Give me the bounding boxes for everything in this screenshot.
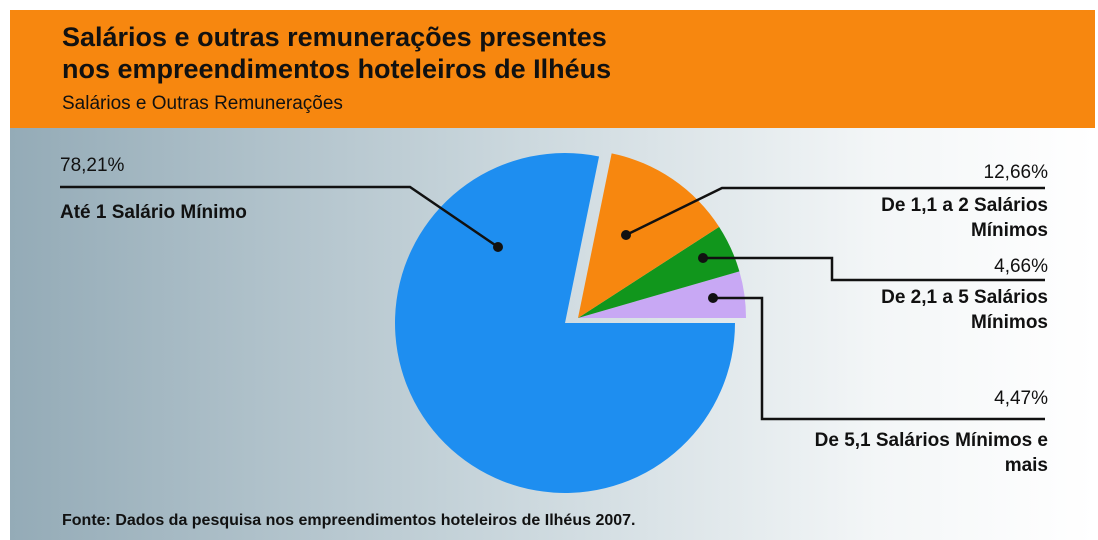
leader-line	[703, 256, 1045, 282]
category-label: Até 1 Salário Mínimo	[60, 202, 247, 223]
category-label: De 1,1 a 2 Salários Mínimos	[881, 195, 1048, 241]
title-line: nos empreendimentos hoteleiros de Ilhéus	[62, 54, 612, 84]
leader-dots	[493, 230, 718, 303]
value-label: 4,47%	[994, 388, 1048, 409]
header	[10, 10, 1095, 128]
leader-dot	[493, 242, 503, 252]
leader-lines	[60, 185, 1045, 421]
pie-slice	[578, 226, 740, 318]
leader-line	[60, 185, 499, 249]
value-label: 12,66%	[983, 162, 1048, 183]
category-label: De 5,1 Salários Mínimos e mais	[814, 430, 1048, 476]
title-line: Salários e outras remunerações presentes	[62, 22, 607, 52]
subtitle: Salários e Outras Remunerações	[62, 93, 343, 114]
pie-slice	[578, 271, 746, 318]
leader-line	[713, 296, 1045, 421]
leader-dot	[708, 293, 718, 303]
leader-dot	[621, 230, 631, 240]
leader-line	[625, 186, 1045, 237]
value-label: 4,66%	[994, 256, 1048, 277]
source-note: Fonte: Dados da pesquisa nos empreendime…	[62, 512, 636, 529]
leader-dot	[698, 253, 708, 263]
pie-slice	[395, 152, 735, 493]
pie-slice	[578, 153, 720, 318]
category-label: De 2,1 a 5 Salários Mínimos	[881, 287, 1048, 333]
value-label: 78,21%	[60, 155, 125, 176]
